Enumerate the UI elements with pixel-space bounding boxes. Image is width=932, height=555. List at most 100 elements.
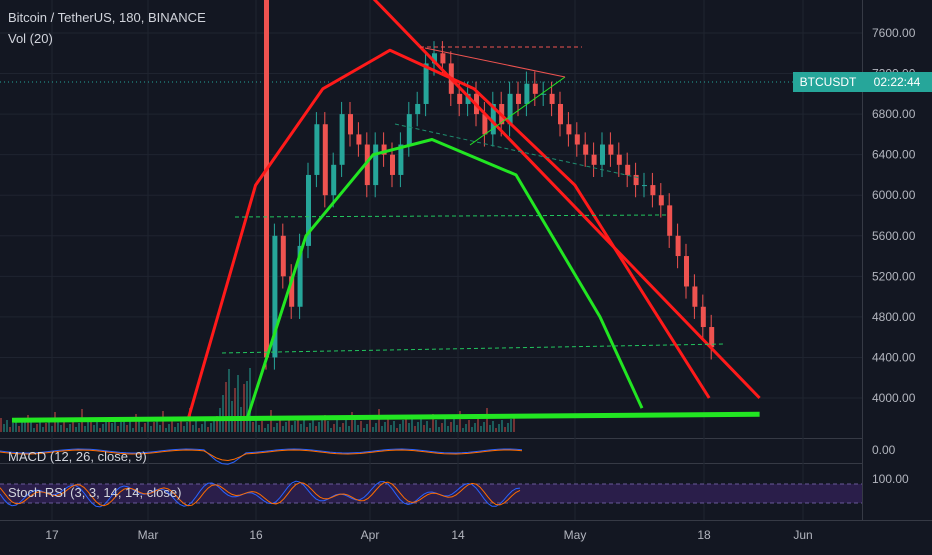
candle-body	[650, 185, 656, 196]
candle-body	[356, 134, 362, 145]
volume-bar	[207, 427, 209, 432]
volume-bar	[294, 421, 296, 432]
volume-bar	[387, 418, 389, 432]
y-tick-label: 4400.00	[872, 350, 916, 364]
volume-bar	[84, 426, 86, 432]
volume-bar	[168, 424, 170, 432]
x-tick-label: Mar	[138, 528, 159, 542]
volume-bar	[177, 423, 179, 432]
volume-bar	[411, 419, 413, 432]
volume-bar	[237, 375, 239, 432]
candle-body	[549, 93, 555, 104]
volume-bar	[372, 427, 374, 432]
candle-body	[306, 174, 311, 246]
volume-bar	[126, 425, 128, 432]
volume-bar	[117, 426, 119, 432]
volume-bar	[333, 424, 335, 432]
volume-bar	[480, 426, 482, 432]
volume-bar	[66, 428, 68, 432]
candle-body	[289, 276, 295, 307]
volume-bar	[510, 419, 512, 432]
volume-bar	[60, 425, 62, 432]
volume-bar	[432, 414, 434, 432]
candle-body	[541, 93, 547, 95]
volume-bar	[234, 388, 236, 432]
volume-bar	[150, 426, 152, 432]
volume-bar	[42, 427, 44, 432]
macd-label: MACD (12, 26, close, 9)	[8, 449, 147, 464]
x-tick-label: 18	[697, 528, 711, 542]
dashed-level	[234, 214, 667, 218]
volume-bar	[267, 424, 269, 432]
volume-bar	[57, 418, 59, 432]
volume-bar	[174, 427, 176, 432]
candle-body	[616, 154, 622, 165]
candle-body	[348, 114, 353, 135]
volume-bar	[252, 422, 254, 432]
volume-bar	[330, 428, 332, 432]
volume-bar	[375, 423, 377, 432]
volume-bar	[225, 382, 227, 432]
volume-bar	[147, 419, 149, 432]
volume-bar	[63, 421, 65, 432]
volume-bar	[171, 420, 173, 432]
stoch-d-line	[0, 481, 521, 507]
volume-bar	[507, 423, 509, 432]
volume-bar	[339, 427, 341, 432]
volume-bar	[159, 425, 161, 432]
volume-bar	[276, 423, 278, 432]
stoch-k-line	[0, 480, 521, 508]
candle-body	[432, 53, 437, 64]
volume-bar	[210, 423, 212, 432]
volume-bar	[141, 427, 143, 432]
volume-bar	[72, 420, 74, 432]
volume-bar	[123, 418, 125, 432]
volume-bar	[129, 421, 131, 432]
volume-bar	[6, 420, 8, 432]
volume-bar	[378, 409, 380, 432]
volume-bar	[390, 425, 392, 432]
volume-bar	[384, 422, 386, 432]
x-tick-label: 16	[249, 528, 263, 542]
volume-bar	[465, 424, 467, 432]
volume-bar	[291, 425, 293, 432]
volume-bar	[471, 427, 473, 432]
volume-bar	[102, 424, 104, 432]
stoch-rsi-label: Stoch RSI (3, 3, 14, 14, close)	[8, 485, 182, 500]
candle-body	[339, 114, 345, 165]
volume-bar	[477, 419, 479, 432]
volume-bar	[15, 419, 17, 432]
y-tick-label: 6800.00	[872, 107, 916, 121]
countdown-badge: 02:22:44	[862, 72, 932, 92]
candle-body	[516, 93, 521, 104]
candle-body	[692, 286, 698, 307]
volume-bar	[120, 422, 122, 432]
volume-bar	[513, 416, 515, 432]
symbol-badge[interactable]: BTCUSDT	[793, 72, 863, 92]
volume-bar	[12, 423, 14, 432]
volume-bar	[405, 417, 407, 432]
candle-body	[314, 124, 320, 175]
volume-bar	[75, 427, 77, 432]
volume-bar	[504, 427, 506, 432]
candle-body	[423, 63, 429, 104]
volume-bar	[156, 418, 158, 432]
volume-bar	[246, 381, 248, 432]
volume-bar	[498, 424, 500, 432]
candle-body	[625, 164, 631, 175]
volume-bar	[396, 428, 398, 432]
volume-bar	[444, 419, 446, 432]
volume-bar	[111, 423, 113, 432]
volume-bar	[192, 425, 194, 432]
volume-bar	[357, 425, 359, 432]
volume-bar	[48, 419, 50, 432]
volume-bar	[18, 426, 20, 432]
volume-bar	[324, 415, 326, 432]
volume-bar	[501, 420, 503, 432]
candle-body	[373, 144, 379, 186]
volume-bar	[342, 423, 344, 432]
volume-bar	[426, 421, 428, 432]
volume-bar	[258, 425, 260, 432]
